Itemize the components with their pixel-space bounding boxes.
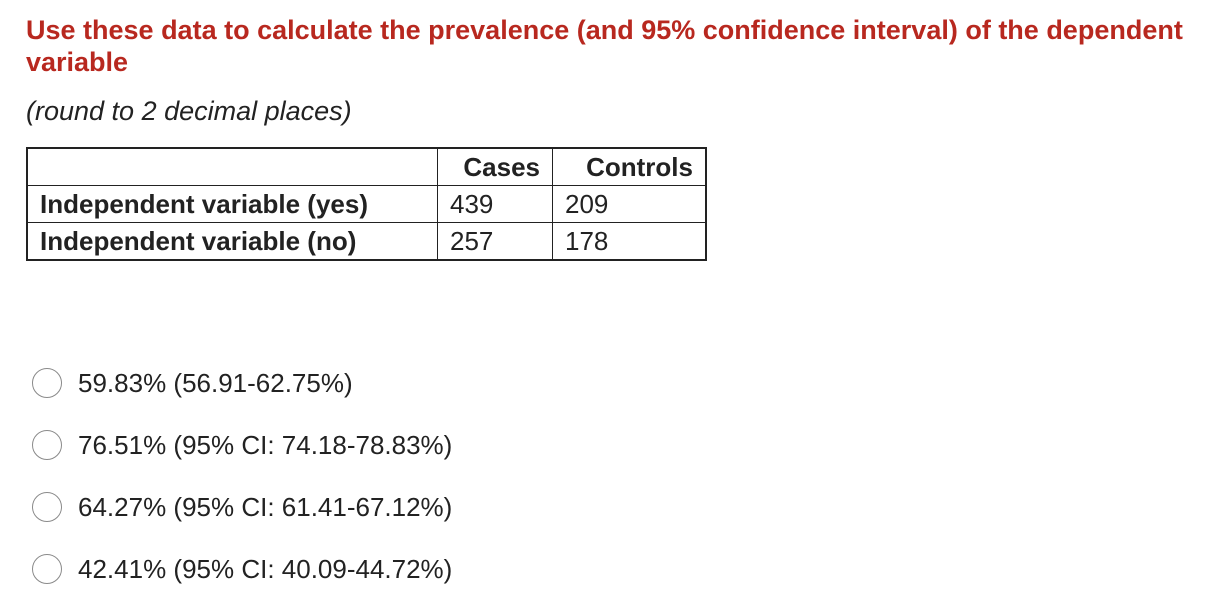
table-header-cases: Cases: [437, 147, 553, 186]
answer-options: 59.83% (56.91-62.75%) 76.51% (95% CI: 74…: [32, 352, 452, 600]
table-header-row: Cases Controls: [26, 147, 707, 186]
answer-option-label: 42.41% (95% CI: 40.09-44.72%): [78, 553, 453, 584]
question-text: Use these data to calculate the prevalen…: [26, 15, 1183, 77]
radio-button[interactable]: [32, 368, 62, 398]
radio-button[interactable]: [32, 430, 62, 460]
cases-cell: 257: [437, 222, 553, 261]
table-header-blank: [26, 147, 438, 186]
row-label: Independent variable (yes): [26, 185, 438, 223]
table-row: Independent variable (no) 257 178: [26, 222, 707, 261]
table-row: Independent variable (yes) 439 209: [26, 185, 707, 223]
answer-option-label: 76.51% (95% CI: 74.18-78.83%): [78, 429, 453, 460]
radio-button[interactable]: [32, 554, 62, 584]
cases-cell: 439: [437, 185, 553, 223]
answer-option[interactable]: 59.83% (56.91-62.75%): [32, 352, 452, 414]
answer-option-label: 64.27% (95% CI: 61.41-67.12%): [78, 491, 453, 522]
answer-option[interactable]: 76.51% (95% CI: 74.18-78.83%): [32, 414, 452, 476]
answer-option[interactable]: 64.27% (95% CI: 61.41-67.12%): [32, 476, 452, 538]
row-label: Independent variable (no): [26, 222, 438, 261]
radio-button[interactable]: [32, 492, 62, 522]
table-header-controls: Controls: [552, 147, 707, 186]
rounding-instruction: (round to 2 decimal places): [26, 96, 352, 126]
answer-option[interactable]: 42.41% (95% CI: 40.09-44.72%): [32, 538, 452, 600]
controls-cell: 209: [552, 185, 707, 223]
answer-option-label: 59.83% (56.91-62.75%): [78, 367, 353, 398]
controls-cell: 178: [552, 222, 707, 261]
data-table: Cases Controls Independent variable (yes…: [26, 147, 707, 261]
